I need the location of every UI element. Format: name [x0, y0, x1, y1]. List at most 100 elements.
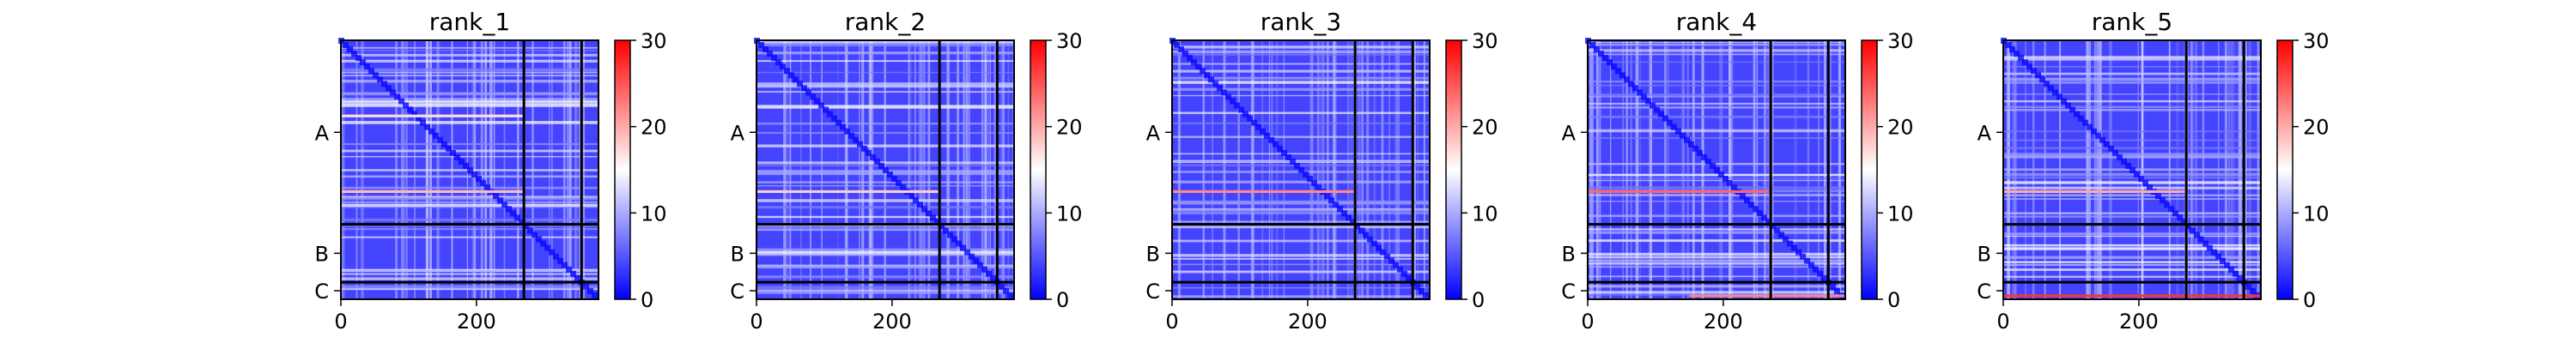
heatmap-stripe-row: [341, 75, 598, 77]
heatmap-stripe-col: [859, 40, 860, 299]
heatmap-diagonal-cell: [917, 202, 923, 208]
heatmap-diagonal-cell: [1178, 46, 1184, 53]
heatmap-stripe-col: [1373, 40, 1376, 299]
y-tick-label: A: [1978, 121, 1992, 145]
heatmap-stripe-col: [1334, 40, 1337, 299]
heatmap-stripe-col: [1361, 40, 1364, 299]
heatmap-diagonal-cell: [1671, 123, 1677, 130]
heatmap-diagonal-cell: [506, 206, 512, 213]
heatmap-stripe-row: [756, 172, 1014, 176]
heatmap-diagonal-cell: [574, 274, 580, 281]
heatmap-diagonal-cell: [1371, 240, 1377, 247]
heatmap-diagonal-cell: [2091, 128, 2097, 135]
heatmap-stripe-row: [341, 93, 598, 96]
heatmap-diagonal-cell: [523, 223, 529, 230]
heatmap-diagonal-cell: [398, 98, 404, 105]
heatmap-stripe-col: [1333, 40, 1336, 299]
heatmap-stripe-row: [341, 50, 598, 51]
heatmap-stripe-row: [1172, 295, 1430, 298]
heatmap-stripe-row: [2003, 232, 2261, 236]
colorbar: [614, 39, 631, 300]
heatmap-stripe-row: [756, 275, 1014, 279]
heatmap-diagonal-cell: [883, 167, 889, 173]
heatmap-stripe-row: [1172, 209, 1430, 212]
heatmap-diagonal-cell: [900, 184, 906, 191]
heatmap-diagonal-cell: [1808, 262, 1814, 268]
heatmap-diagonal-cell: [497, 197, 503, 204]
heatmap-stripe-row: [1588, 260, 1845, 262]
y-tick-label: C: [1561, 280, 1576, 304]
heatmap-diagonal-cell: [1380, 249, 1386, 256]
heatmap-diagonal-cell: [810, 93, 816, 100]
heatmap-stripe-col: [927, 40, 931, 299]
heatmap-stripe-row: [341, 201, 598, 204]
heatmap-stripe-row: [341, 104, 598, 107]
heatmap-diagonal-cell: [1260, 128, 1266, 135]
heatmap-diagonal-cell: [583, 283, 589, 290]
heatmap-diagonal-cell: [1423, 292, 1429, 298]
heatmap-stripe-col: [1250, 40, 1254, 299]
heatmap-stripe-col: [1639, 40, 1641, 299]
heatmap-diagonal-cell: [2026, 63, 2032, 70]
heatmap-diagonal-cell: [1680, 132, 1686, 139]
x-tick-label: 0: [334, 310, 347, 334]
heatmap-diagonal-cell: [1795, 249, 1801, 256]
heatmap-diagonal-cell: [2220, 257, 2226, 264]
heatmap-diagonal-cell: [2147, 184, 2153, 191]
heatmap-stripe-row: [341, 228, 598, 231]
heatmap-diagonal-cell: [1388, 257, 1394, 264]
heatmap-stripe-row: [1172, 226, 1430, 229]
heatmap-stripe-row: [341, 269, 598, 273]
heatmap-stripe-row: [756, 131, 1014, 134]
heatmap-diagonal-cell: [1774, 227, 1780, 234]
heatmap-diagonal-cell: [1611, 63, 1617, 70]
heatmap-stripe-row: [341, 225, 598, 228]
heatmap-diagonal-cell: [861, 145, 867, 152]
heatmap-stripe-row: [756, 248, 1014, 250]
heatmap-stripe-col: [1768, 40, 1771, 299]
heatmap-diagonal-cell: [977, 262, 983, 268]
heatmap-diagonal-cell: [403, 102, 409, 109]
heatmap-stripe-col: [1728, 40, 1732, 299]
heatmap-diagonal-cell: [2250, 287, 2256, 294]
heatmap-diagonal-cell: [454, 153, 460, 160]
heatmap-stripe-col: [914, 40, 916, 299]
heatmap-stripe-col: [1316, 40, 1320, 299]
heatmap-diagonal-cell: [1281, 149, 1287, 156]
heatmap-diagonal-cell: [2121, 158, 2127, 165]
heatmap-diagonal-cell: [1298, 167, 1304, 173]
axes-frame: [1171, 39, 1431, 300]
heatmap-diagonal-cell: [771, 55, 777, 62]
heatmap-diagonal-cell: [407, 106, 413, 113]
heatmap-stripe-col: [1350, 40, 1353, 299]
heatmap-diagonal-cell: [1324, 193, 1330, 200]
x-tick-label: 0: [1996, 310, 2009, 334]
heatmap-diagonal-cell: [381, 81, 387, 87]
heatmap-stripe-col: [918, 40, 921, 299]
heatmap-diagonal-cell: [544, 244, 550, 251]
heatmap-diagonal-cell: [784, 68, 790, 75]
heatmap-stripe-col: [1283, 40, 1285, 299]
heatmap-diagonal-cell: [1290, 158, 1296, 165]
heatmap-diagonal-cell: [519, 219, 525, 226]
heatmap-diagonal-cell: [1821, 274, 1827, 281]
heatmap-stripe-col: [963, 40, 966, 299]
heatmap-diagonal-cell: [908, 193, 914, 200]
heatmap-diagonal-cell: [2228, 266, 2234, 273]
heatmap-diagonal-cell: [467, 167, 473, 173]
heatmap-stripe-row: [1588, 44, 1845, 45]
heatmap-stripe-col: [968, 40, 970, 299]
x-tick-label: 0: [1581, 310, 1594, 334]
axes-frame: [1587, 39, 1846, 300]
heatmap-stripe-col: [946, 40, 950, 299]
heatmap-stripe-col: [1838, 40, 1841, 299]
heatmap-diagonal-cell: [1294, 162, 1300, 169]
heatmap-stripe-row: [1172, 180, 1430, 184]
heatmap-stripe-col: [994, 40, 998, 299]
heatmap-diagonal-cell: [2134, 172, 2140, 178]
heatmap-diagonal-cell: [1393, 262, 1399, 268]
colorbar-tick-label: 10: [1056, 202, 1083, 226]
y-tick-label: B: [731, 242, 744, 266]
